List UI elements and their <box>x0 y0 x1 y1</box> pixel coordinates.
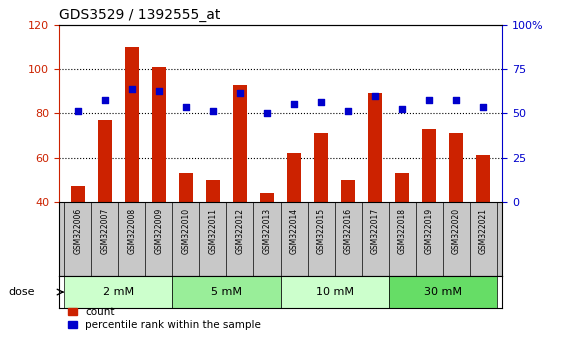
Text: GSM322007: GSM322007 <box>100 208 109 254</box>
Point <box>343 108 352 114</box>
Bar <box>206 179 220 202</box>
Text: GDS3529 / 1392555_at: GDS3529 / 1392555_at <box>59 8 220 22</box>
Point <box>154 88 163 94</box>
Text: GSM322009: GSM322009 <box>154 208 163 254</box>
Legend: count, percentile rank within the sample: count, percentile rank within the sample <box>64 303 265 335</box>
Bar <box>280 276 389 308</box>
Text: GSM322012: GSM322012 <box>236 208 245 254</box>
Bar <box>152 67 165 202</box>
Point <box>209 108 218 114</box>
Text: GSM322010: GSM322010 <box>181 208 190 254</box>
Point <box>236 91 245 96</box>
Bar <box>476 155 490 202</box>
Text: 10 mM: 10 mM <box>315 287 353 297</box>
Point <box>127 86 136 92</box>
Bar <box>449 133 463 202</box>
Text: GSM322008: GSM322008 <box>127 208 136 254</box>
Point <box>425 97 434 103</box>
Text: GSM322016: GSM322016 <box>343 208 352 254</box>
Bar <box>369 93 382 202</box>
Point <box>100 97 109 103</box>
Bar <box>422 129 436 202</box>
Bar <box>341 179 355 202</box>
Text: GSM322011: GSM322011 <box>209 208 218 254</box>
Text: GSM322019: GSM322019 <box>425 208 434 254</box>
Bar <box>396 173 409 202</box>
Bar <box>65 276 172 308</box>
Bar <box>179 173 192 202</box>
Text: dose: dose <box>8 287 35 297</box>
Bar <box>71 186 85 202</box>
Point <box>398 106 407 112</box>
Point <box>316 99 325 105</box>
Bar <box>314 133 328 202</box>
Text: GSM322021: GSM322021 <box>479 208 488 254</box>
Text: GSM322015: GSM322015 <box>316 208 325 254</box>
Text: 5 mM: 5 mM <box>211 287 242 297</box>
Text: GSM322013: GSM322013 <box>263 208 272 254</box>
Point <box>371 93 380 98</box>
Text: GSM322006: GSM322006 <box>73 208 82 254</box>
Text: GSM322017: GSM322017 <box>371 208 380 254</box>
Bar <box>287 153 301 202</box>
Text: GSM322018: GSM322018 <box>398 208 407 254</box>
Point <box>73 108 82 114</box>
Bar <box>98 120 112 202</box>
Text: 2 mM: 2 mM <box>103 287 134 297</box>
Text: GSM322020: GSM322020 <box>452 208 461 254</box>
Bar <box>125 47 139 202</box>
Point <box>263 110 272 116</box>
Point <box>181 104 190 109</box>
Point <box>289 102 298 107</box>
Bar <box>233 85 247 202</box>
Bar <box>389 276 496 308</box>
Bar <box>260 193 274 202</box>
Text: 30 mM: 30 mM <box>424 287 462 297</box>
Point <box>479 104 488 109</box>
Bar <box>172 276 280 308</box>
Text: GSM322014: GSM322014 <box>289 208 298 254</box>
Point <box>452 97 461 103</box>
